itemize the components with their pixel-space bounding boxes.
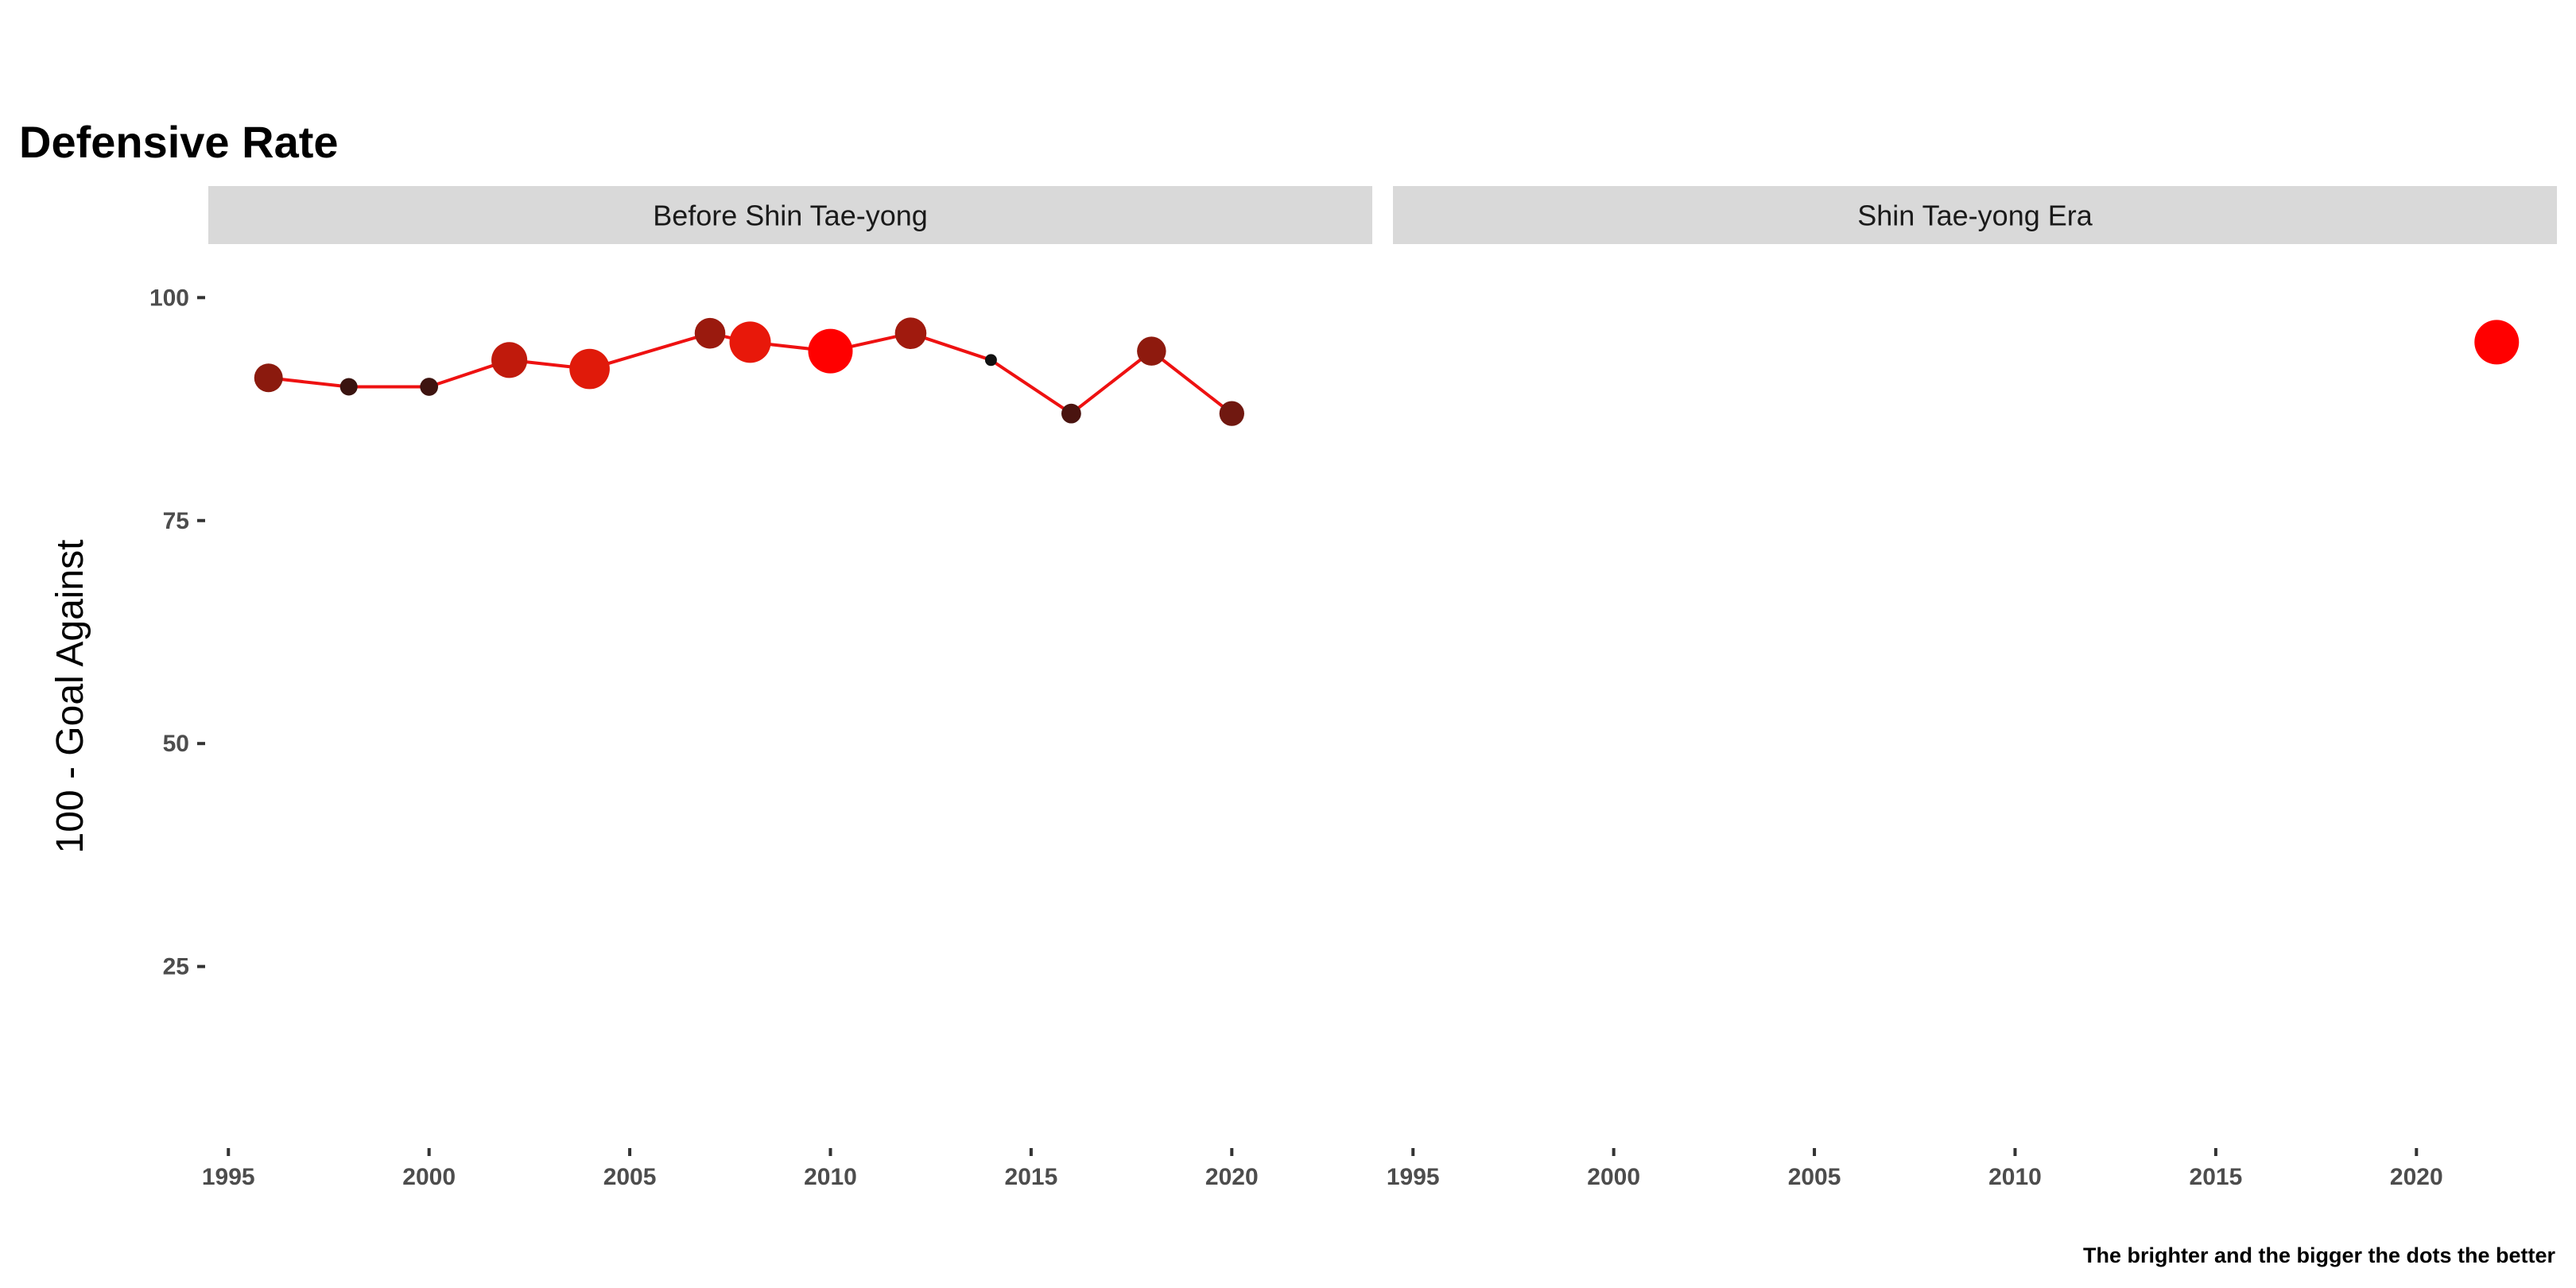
data-point: [729, 321, 771, 363]
x-tick-label: 2020: [1205, 1164, 1259, 1190]
data-point: [984, 354, 997, 367]
facet-strip-label: Before Shin Tae-yong: [653, 200, 928, 232]
data-point: [339, 378, 358, 396]
chart-caption: The brighter and the bigger the dots the…: [2083, 1243, 2556, 1267]
y-tick-label: 75: [163, 508, 189, 534]
data-point: [894, 317, 927, 349]
data-point: [491, 342, 528, 378]
x-tick-label: 2010: [804, 1164, 857, 1190]
facet-strip-label: Shin Tae-yong Era: [1857, 200, 2093, 232]
x-tick-label: 2010: [1988, 1164, 2042, 1190]
x-tick-label: 2005: [1788, 1164, 1841, 1190]
data-point: [1137, 336, 1166, 366]
x-tick-label: 1995: [1387, 1164, 1440, 1190]
data-point: [808, 328, 853, 374]
data-point: [569, 348, 610, 390]
x-tick-label: 2020: [2390, 1164, 2443, 1190]
data-point: [2474, 320, 2520, 365]
y-tick-label: 50: [163, 731, 189, 757]
y-axis: 25 50 75 100: [149, 285, 205, 980]
x-tick-label: 2000: [1587, 1164, 1640, 1190]
x-tick-label: 2005: [603, 1164, 657, 1190]
data-point: [694, 317, 726, 349]
x-tick-label: 1995: [202, 1164, 255, 1190]
facet-panel: Shin Tae-yong Era 1995 2000 2005 2010 2015 202…: [1387, 186, 2557, 1190]
facet-strip: [208, 186, 1372, 244]
x-tick-label: 2015: [2190, 1164, 2243, 1190]
data-point: [1219, 401, 1244, 426]
chart-title: Defensive Rate: [19, 117, 339, 167]
x-tick-label: 2015: [1005, 1164, 1058, 1190]
data-point: [254, 363, 283, 393]
y-axis-label: 100 - Goal Against: [49, 540, 91, 854]
facet-panels: Before Shin Tae-yong 1995 2000 2005 2010 2015…: [202, 186, 2557, 1190]
y-tick-label: 25: [163, 954, 189, 980]
facet-strip: [1393, 186, 2557, 244]
x-tick-label: 2000: [402, 1164, 456, 1190]
data-point: [1061, 403, 1081, 424]
data-point: [420, 378, 439, 396]
y-tick-label: 100: [149, 285, 189, 311]
facet-panel: Before Shin Tae-yong 1995 2000 2005 2010 2015…: [202, 186, 1372, 1190]
